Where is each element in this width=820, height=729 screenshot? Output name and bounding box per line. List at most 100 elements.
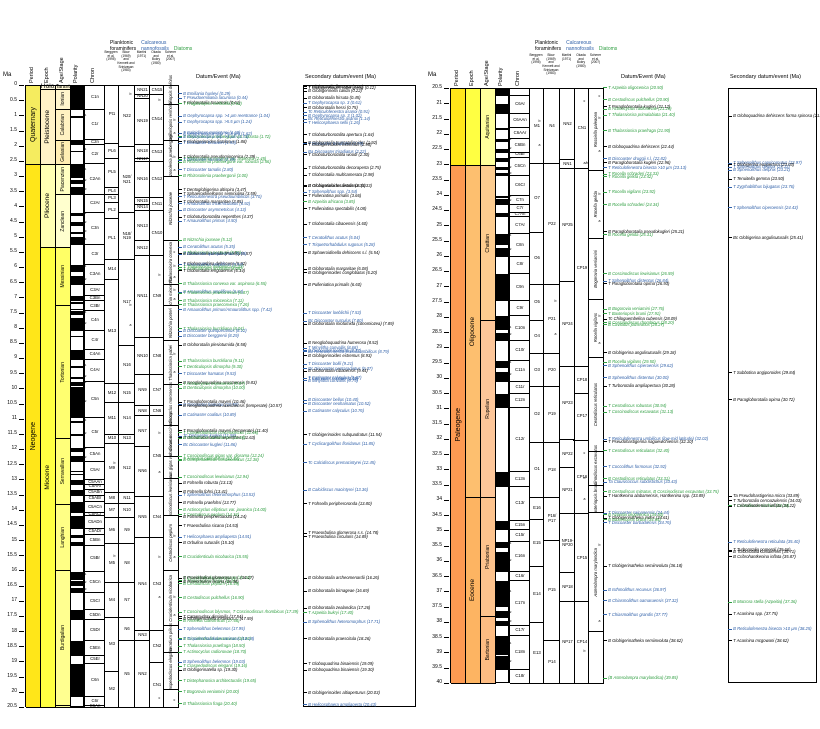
polarity-normal-block bbox=[496, 521, 510, 530]
datum-event: B Globigerinatheka semiinvoluta (38.62) bbox=[603, 637, 683, 643]
chron-subchron-number: 2 bbox=[509, 558, 512, 563]
nanno1-zone-label: NN19 bbox=[137, 118, 148, 124]
datum-event: T Actinocyclus radionovae (18.70) bbox=[178, 650, 246, 654]
datum-event: B Globorotalia plesiotumida (8.58) bbox=[178, 343, 246, 347]
foram1-zone-label: M13 bbox=[107, 328, 117, 334]
chrons-zone: C15r bbox=[510, 529, 530, 542]
axis-tick bbox=[19, 327, 24, 329]
datum-label: B Sphenolithus belemnos (19.03) bbox=[182, 659, 246, 665]
foram1-zone: M8 bbox=[105, 492, 119, 504]
nanno2-zone-label: CP18 bbox=[576, 376, 588, 382]
stages-zone-label: Tortonian bbox=[60, 361, 66, 383]
datum-event: B Craspedodiscus coscinodiscus (12.38) bbox=[178, 458, 259, 462]
axis-tick-label: 7.5 bbox=[10, 308, 17, 315]
axis-tick bbox=[444, 667, 449, 669]
foram1-zone-label: M6 bbox=[109, 527, 115, 533]
axis-tick bbox=[19, 312, 24, 314]
polarity-normal-block bbox=[496, 166, 510, 170]
polarity-normal-block bbox=[71, 221, 85, 227]
axis-tick-label: 37.5 bbox=[432, 603, 442, 610]
stages-zone: Piacenzian bbox=[56, 164, 71, 196]
chrons-zone: C5Cr bbox=[85, 593, 105, 611]
datum-label: T Paragloborotalia mayeri (temperate) (1… bbox=[182, 427, 269, 433]
chrons-zone: C7Ar bbox=[510, 216, 530, 234]
foram2-zone: N16 bbox=[119, 346, 135, 385]
axis-tick-label: 21 bbox=[436, 99, 442, 106]
datum-event: T Thalassiosira miocenica (6.01) bbox=[178, 265, 244, 269]
foram1-zone: M11 bbox=[105, 403, 119, 435]
chron-subchron-number: 1 bbox=[509, 359, 512, 364]
secondary-datum-label: T Globoturborotalita woodi (2.30) bbox=[307, 151, 370, 157]
datum-label: B Globigerinatheka semiinvoluta (38.62) bbox=[607, 637, 683, 643]
datum-tick bbox=[178, 246, 182, 248]
axis-tick-label: 27 bbox=[436, 282, 442, 289]
polarity-normal-block bbox=[71, 473, 85, 475]
axis-tick bbox=[444, 484, 449, 486]
axis-tick bbox=[444, 576, 449, 578]
foram1-subzone-letter: b bbox=[113, 461, 116, 466]
chrons-zone-label: C5Dn bbox=[89, 611, 101, 617]
axis-tick bbox=[19, 691, 24, 693]
datum-tick bbox=[303, 284, 307, 286]
epochs-zone: Eocene bbox=[466, 497, 481, 684]
datum-tick bbox=[603, 280, 607, 282]
nanno2-column: CN15 CN14 CN13 CN12 CN11 CN10 CN9 CN8 CN7 CN6 CN5 C… bbox=[149, 85, 164, 708]
nanno1-zone: NP24 bbox=[560, 282, 575, 368]
foram2-zone: N18/ N19 bbox=[119, 213, 135, 260]
datum-tick bbox=[178, 525, 182, 527]
axis-tick bbox=[444, 210, 449, 212]
chrons-column: C1n C1r C2n C2r C2An C2Ar C3n C3r C3An C3Ar C3Bn C3… bbox=[84, 85, 105, 708]
foram1-zone-label: M11 bbox=[107, 415, 117, 421]
datum-label: T Paragloborotalia kugleri (21.12) bbox=[607, 103, 671, 109]
diatoms-zone: Cestodiscus peplum bbox=[164, 516, 179, 572]
secondary-datum-label: B Globorotalia praescitula (18.26) bbox=[307, 635, 371, 641]
stages-zone-label: Calabrian bbox=[60, 114, 66, 136]
datum-column-header: Datum/Event (Ma) bbox=[196, 74, 241, 80]
datum-event: T Triquetrorhabdulus carinatus (18.28) bbox=[178, 637, 254, 641]
datum-event: B Gephyrocapsa spp. >5.5 µm (1.62) bbox=[178, 131, 252, 136]
chrons-zone: C5AAr bbox=[85, 484, 105, 490]
secondary-datum-label: B Globorotalia margaritae (6.08) bbox=[307, 266, 368, 272]
datum-tick bbox=[603, 191, 607, 193]
chron-subchron-number: 1 bbox=[84, 418, 87, 423]
datum-tick bbox=[603, 87, 607, 89]
diatoms-zone: Coscinodiscus lewisianus bbox=[164, 473, 179, 521]
axis-tick-label: 24 bbox=[436, 191, 442, 198]
datum-label: B Rhizosolenia praebergonii var. robusta… bbox=[182, 159, 271, 165]
polarity-normal-block bbox=[496, 247, 510, 257]
chrons-zone-label: C6Cr bbox=[514, 182, 526, 188]
chrons-zone-label: C5Er bbox=[90, 656, 100, 662]
datum-label: T Catapsydrax dissimilis (17.54) bbox=[182, 613, 243, 619]
axis-tick-label: 26 bbox=[436, 252, 442, 259]
chrons-zone: C5An bbox=[85, 448, 105, 463]
foram1-zone-label: M1 bbox=[534, 122, 540, 128]
datum-tick bbox=[728, 372, 732, 374]
secondary-datum-event: T Catinaster calyculus (9.67) bbox=[303, 376, 361, 380]
chrons-zone-label: C3n bbox=[91, 224, 99, 230]
datum-tick bbox=[603, 99, 607, 101]
secondary-datum-event: Bc Discoaster surculus (7.80) bbox=[303, 319, 363, 323]
datum-tick bbox=[603, 614, 607, 616]
nanno2-subzone-letter: c bbox=[158, 696, 161, 701]
datum-label: T Cestodiscus peplum (14.18) bbox=[182, 512, 240, 518]
secondary-datum-label: T Reticulofenestra reticulata (35.40) bbox=[732, 539, 800, 545]
nanno1-zone: NN3 bbox=[135, 630, 150, 641]
foram2-subzone-letter: a bbox=[129, 323, 132, 328]
diatoms-zone-label: Bogorovia veniamini bbox=[593, 249, 599, 288]
datum-tick bbox=[178, 220, 182, 222]
datum-event: T Coccolithus formosus (32.92) bbox=[603, 464, 666, 469]
datum-tick bbox=[303, 122, 307, 124]
polarity-normal-block bbox=[71, 535, 85, 538]
chrons-zone: C6n bbox=[85, 663, 105, 697]
chrons-zone: C5ACr bbox=[85, 511, 105, 517]
datum-label: B Cestodiscus pulchellus (20.90) bbox=[607, 97, 670, 102]
datum-event: B Emiliania huxleyi (0.29) bbox=[178, 91, 230, 96]
nanno2-subzone-letter: a bbox=[583, 496, 586, 501]
stages-zone-label: Priabonian bbox=[485, 544, 491, 569]
foram2-zone: P18 bbox=[544, 442, 560, 498]
foram1-zone-label: M14 bbox=[107, 266, 117, 272]
secondary-datum-label: B Globorotalia hessi (0.75) bbox=[307, 104, 358, 110]
datum-tick bbox=[303, 489, 307, 491]
nanno2-subzone-letter: b bbox=[583, 649, 586, 654]
axis-tick-label: 13.5 bbox=[7, 491, 17, 497]
